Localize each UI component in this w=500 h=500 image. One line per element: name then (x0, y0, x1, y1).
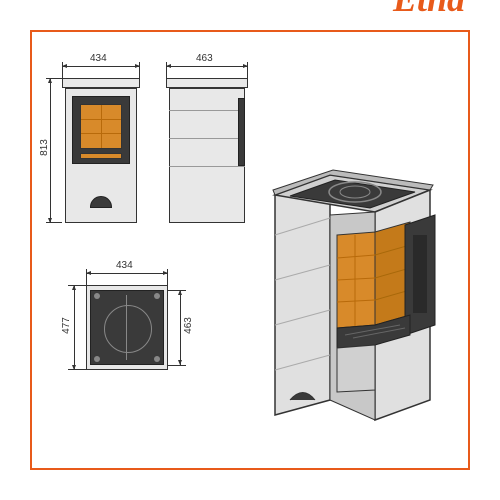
dim-top-width: 434 (116, 260, 133, 271)
dim-side-depth: 463 (196, 53, 213, 64)
dim-top-depth-outer: 477 (61, 317, 72, 334)
front-view (62, 78, 140, 223)
dim-height: 813 (39, 139, 50, 156)
side-view (166, 78, 248, 223)
brand-logo: Etna (393, 0, 465, 20)
dim-top-depth-inner: 463 (183, 317, 194, 334)
diagram-container: Etna 434 813 463 (0, 0, 500, 500)
cutaway-3d-view (255, 140, 460, 440)
dim-front-width: 434 (90, 53, 107, 64)
top-view (86, 285, 168, 370)
